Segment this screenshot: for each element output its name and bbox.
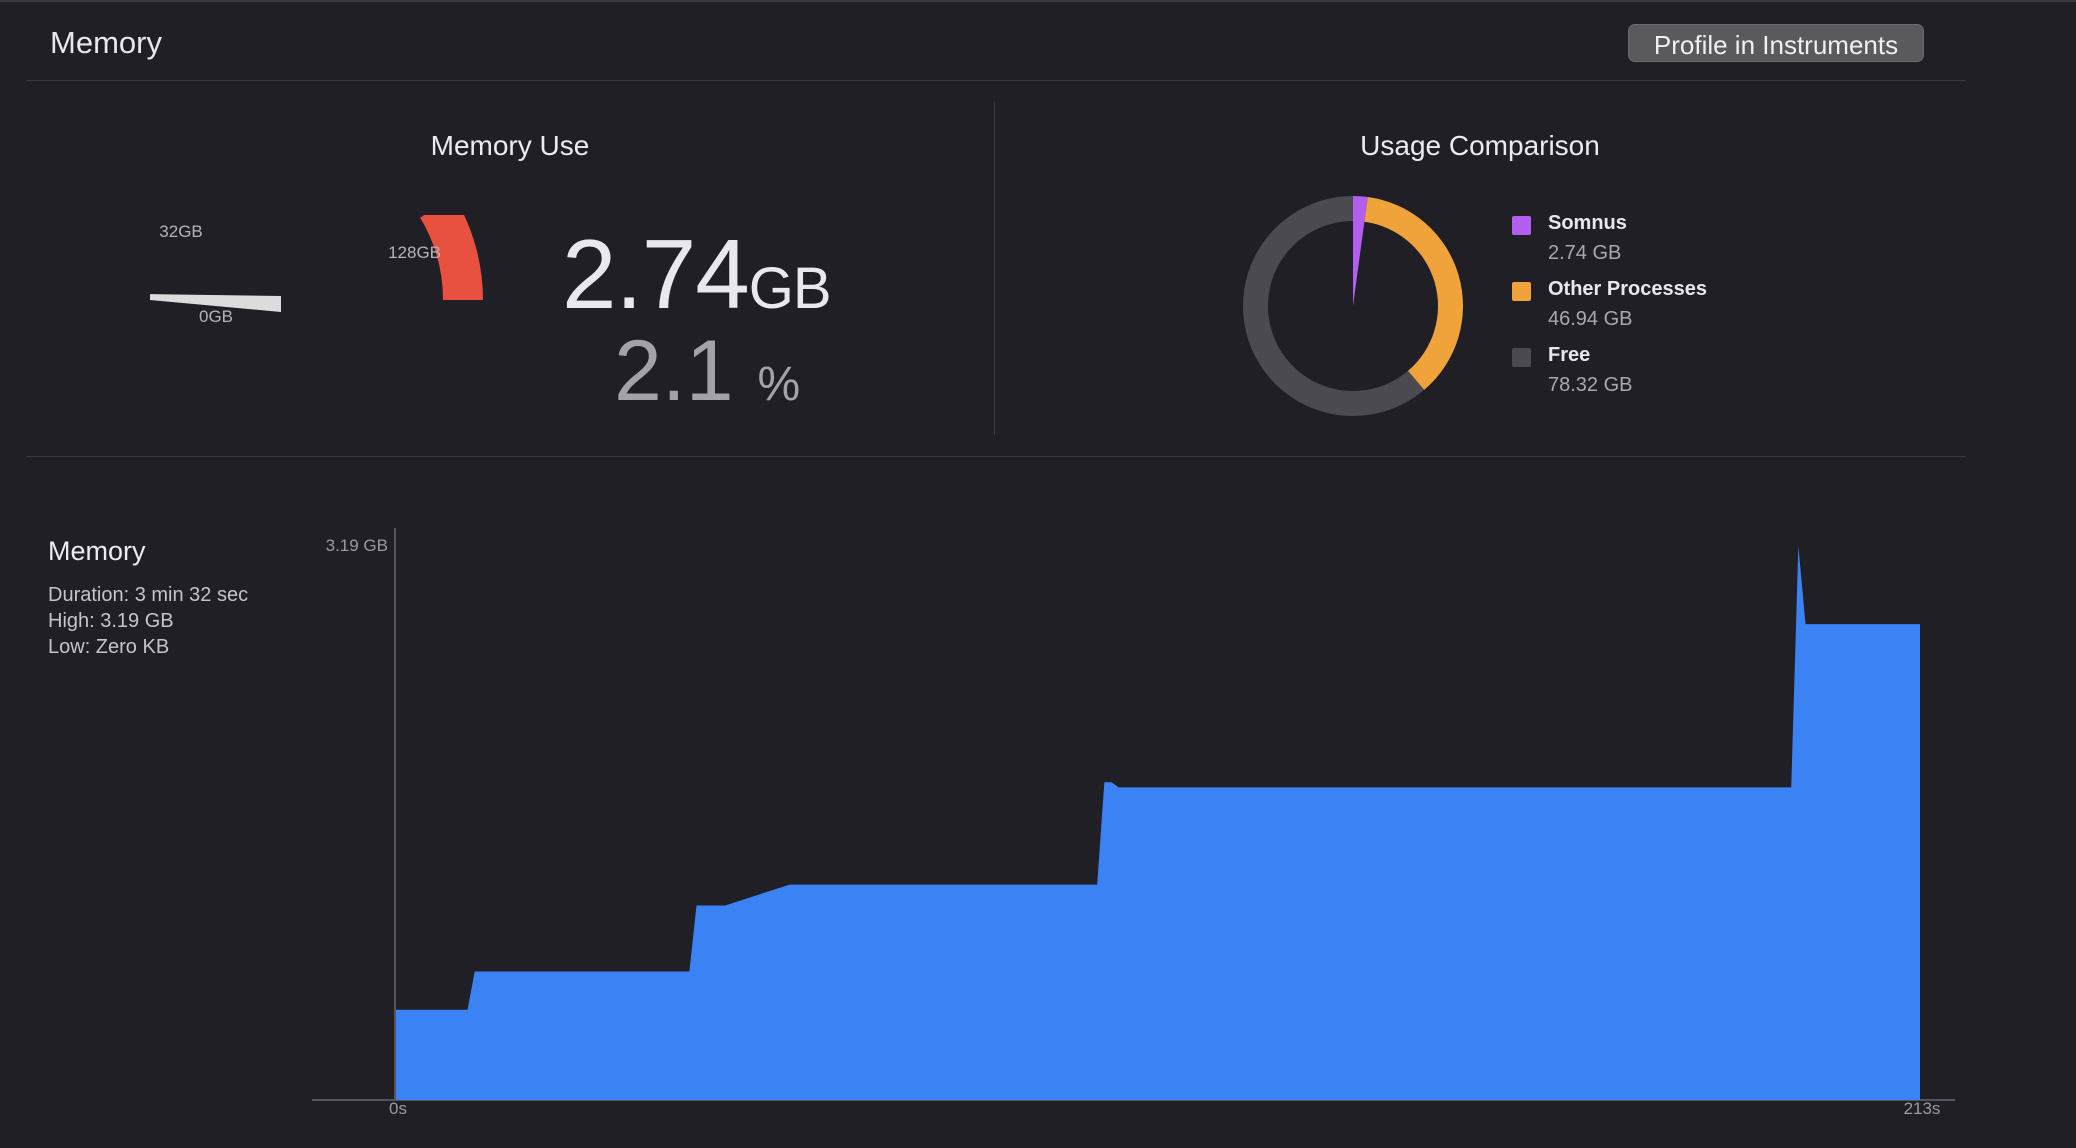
header-divider xyxy=(26,80,1966,81)
usage-comparison-title: Usage Comparison xyxy=(1360,130,1600,161)
high-stat: High: 3.19 GB xyxy=(48,610,174,632)
memory-value-number: 2.74 xyxy=(562,219,750,329)
memory-use-title: Memory Use xyxy=(430,130,590,161)
memory-area-chart: 3.19 GB 0s 213s xyxy=(312,528,1955,1118)
page-title: Memory xyxy=(50,25,162,60)
gauge-tick-label: 0GB xyxy=(199,307,233,326)
panel-divider xyxy=(994,102,995,435)
x-start-label: 0s xyxy=(389,1099,407,1118)
gauge-tick-label: 128GB xyxy=(388,243,441,262)
gauge-tick-label: 32GB xyxy=(159,222,202,241)
legend-swatch-somnus xyxy=(1512,216,1531,235)
section-divider xyxy=(26,456,1966,457)
donut-slice-somnus xyxy=(1353,196,1368,306)
memory-percent-number: 2.1 xyxy=(614,323,734,419)
legend-name-other-processes: Other Processes xyxy=(1548,278,1707,300)
legend-swatch-free xyxy=(1512,348,1531,367)
x-end-label: 213s xyxy=(1904,1099,1941,1118)
gauge-tick-labels: 0GB32GB64GB96GB128GB xyxy=(159,222,441,326)
legend-name-free: Free xyxy=(1548,344,1591,366)
legend-value-other-processes: 46.94 GB xyxy=(1548,308,1633,330)
legend-swatch-other-processes xyxy=(1512,282,1531,301)
legend-value-somnus: 2.74 GB xyxy=(1548,242,1622,264)
donut-slice-free xyxy=(1243,196,1425,416)
memory-area-series xyxy=(396,546,1920,1100)
memory-percent-unit: % xyxy=(757,358,801,411)
low-stat: Low: Zero KB xyxy=(48,636,170,658)
profile-in-instruments-button[interactable]: Profile in Instruments xyxy=(1628,24,1924,62)
duration-stat: Duration: 3 min 32 sec xyxy=(48,584,249,606)
gauge-needle xyxy=(150,294,281,312)
memory-percent: 2.1 % xyxy=(614,322,800,421)
legend-name-somnus: Somnus xyxy=(1548,212,1627,234)
top-border xyxy=(0,0,2076,2)
legend-value-free: 78.32 GB xyxy=(1548,374,1633,396)
memory-value: 2.74GB xyxy=(562,218,832,331)
usage-donut-chart xyxy=(1243,196,1463,416)
memory-value-unit: GB xyxy=(748,256,832,321)
gauge-arcs xyxy=(420,215,483,300)
memory-graph-title: Memory xyxy=(48,536,146,566)
y-max-label: 3.19 GB xyxy=(326,536,388,555)
gauge-zone-high xyxy=(420,215,483,300)
donut-slice-other-processes xyxy=(1364,196,1463,390)
memory-gauge: 0GB32GB64GB96GB128GB xyxy=(150,215,483,326)
